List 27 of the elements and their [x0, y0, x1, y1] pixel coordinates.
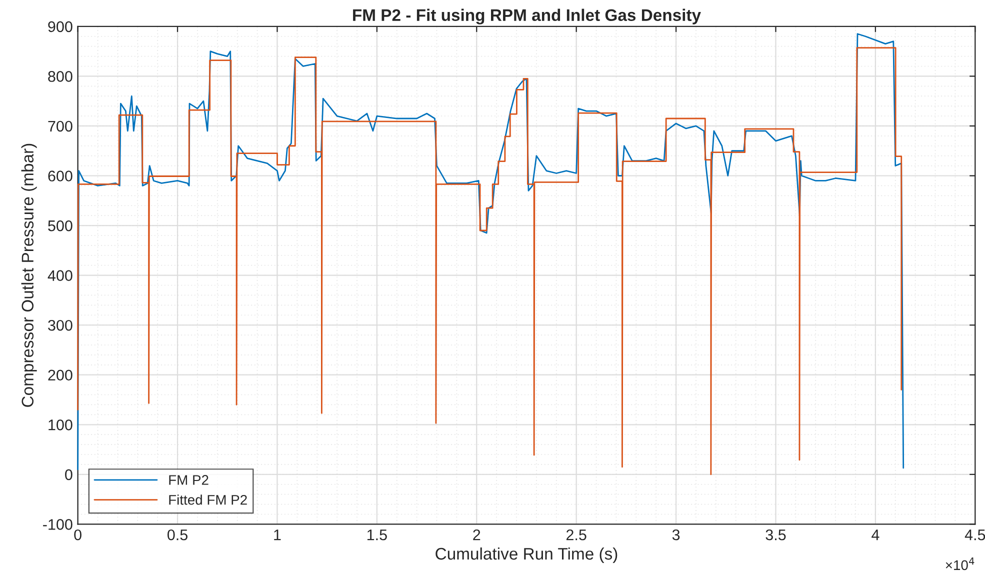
x-tick-label: 4.5: [964, 530, 985, 540]
y-tick-label: 800: [48, 71, 72, 82]
y-tick-label: 400: [48, 270, 72, 281]
y-tick-label: 600: [48, 170, 72, 182]
y-tick-label: 500: [48, 220, 72, 232]
chart-title: FM P2 - Fit using RPM and Inlet Gas Density: [353, 8, 701, 24]
y-axis-title: Compressor Outlet Pressure (mbar): [21, 144, 37, 407]
text: ×10$^{4}$: [946, 558, 974, 570]
x-tick-label: 3.5: [766, 529, 786, 540]
x-tick-label: 0: [74, 529, 82, 540]
y-tick-label: 300: [48, 320, 72, 331]
x-tick-label: 2.5: [566, 529, 586, 540]
y-tick-label: 700: [48, 120, 72, 132]
y-tick-label: 0: [65, 469, 72, 480]
y-tick-label: 200: [48, 370, 72, 381]
legend-label: FM P2: [169, 475, 208, 485]
x-axis-title: Cumulative Run Time (s): [436, 547, 618, 563]
x-tick-label: 2: [473, 529, 480, 540]
x-tick-label: 0.5: [168, 529, 188, 540]
y-tick-label: 900: [48, 21, 72, 32]
x-tick-label: 3: [672, 529, 680, 540]
y-tick-label: -100: [43, 519, 72, 530]
y-tick-label: 100: [48, 420, 72, 430]
x-tick-label: 1: [274, 530, 281, 540]
legend-label: Fitted FM P2: [169, 494, 247, 505]
x-tick-label: 4: [872, 530, 880, 540]
x-tick-label: 1.5: [367, 530, 387, 540]
